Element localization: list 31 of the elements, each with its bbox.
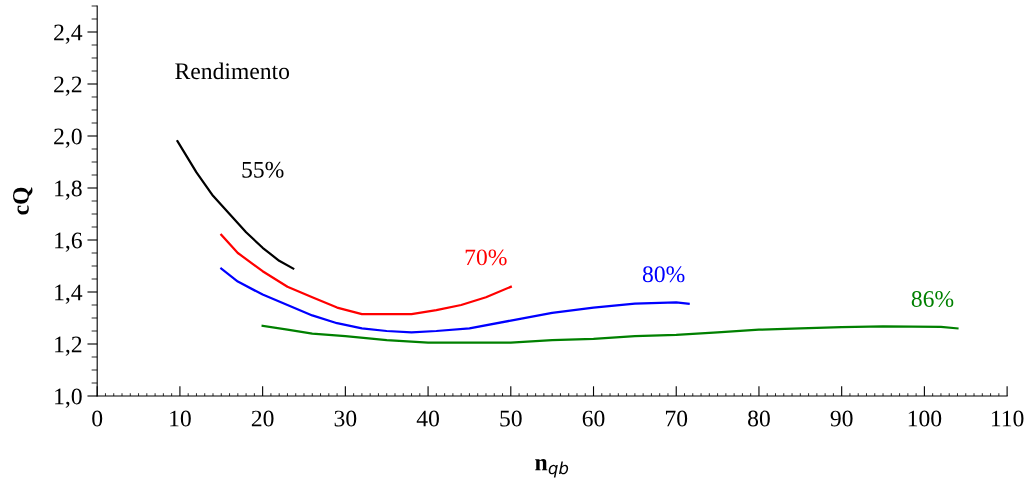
y-tick-label: 1,8: [55, 180, 82, 200]
x-tick-label: 50: [500, 410, 522, 427]
x-tick-label: 70: [665, 410, 688, 427]
x-tick-label: 60: [582, 410, 605, 427]
y-tick-label: 2,0: [54, 128, 82, 148]
x-tick-label: 100: [908, 410, 942, 427]
y-tick-label: 1,4: [55, 284, 83, 304]
line-series: [176, 140, 295, 270]
x-tick-label: 110: [991, 410, 1024, 427]
series-label: 80%: [642, 266, 685, 283]
y-tick-label: 1,0: [55, 388, 82, 408]
series-label: 70%: [465, 249, 507, 266]
x-tick-label: 0: [92, 410, 103, 427]
y-tick-label: 1,6: [55, 232, 82, 252]
line-series: [261, 324, 959, 344]
line-series: [220, 233, 512, 316]
line-series: [220, 267, 690, 334]
x-tick-label: 10: [170, 410, 191, 427]
y-tick-label: 2,4: [54, 24, 83, 44]
y-tick-label: 1,2: [55, 336, 82, 356]
x-tick-label: 30: [334, 410, 357, 427]
x-tick-label: 20: [251, 410, 274, 427]
y-axis-title: cQ: [12, 187, 33, 215]
annotation: Rendimento: [175, 62, 290, 80]
x-tick-label: 80: [748, 410, 770, 427]
series-label: 55%: [242, 161, 284, 178]
x-axis-title: n$_{qb}$: [535, 459, 569, 478]
x-tick-label: 90: [830, 410, 853, 427]
series-label: 86%: [911, 291, 954, 308]
x-tick-label: 40: [416, 410, 439, 427]
y-tick-label: 2,2: [54, 76, 82, 96]
